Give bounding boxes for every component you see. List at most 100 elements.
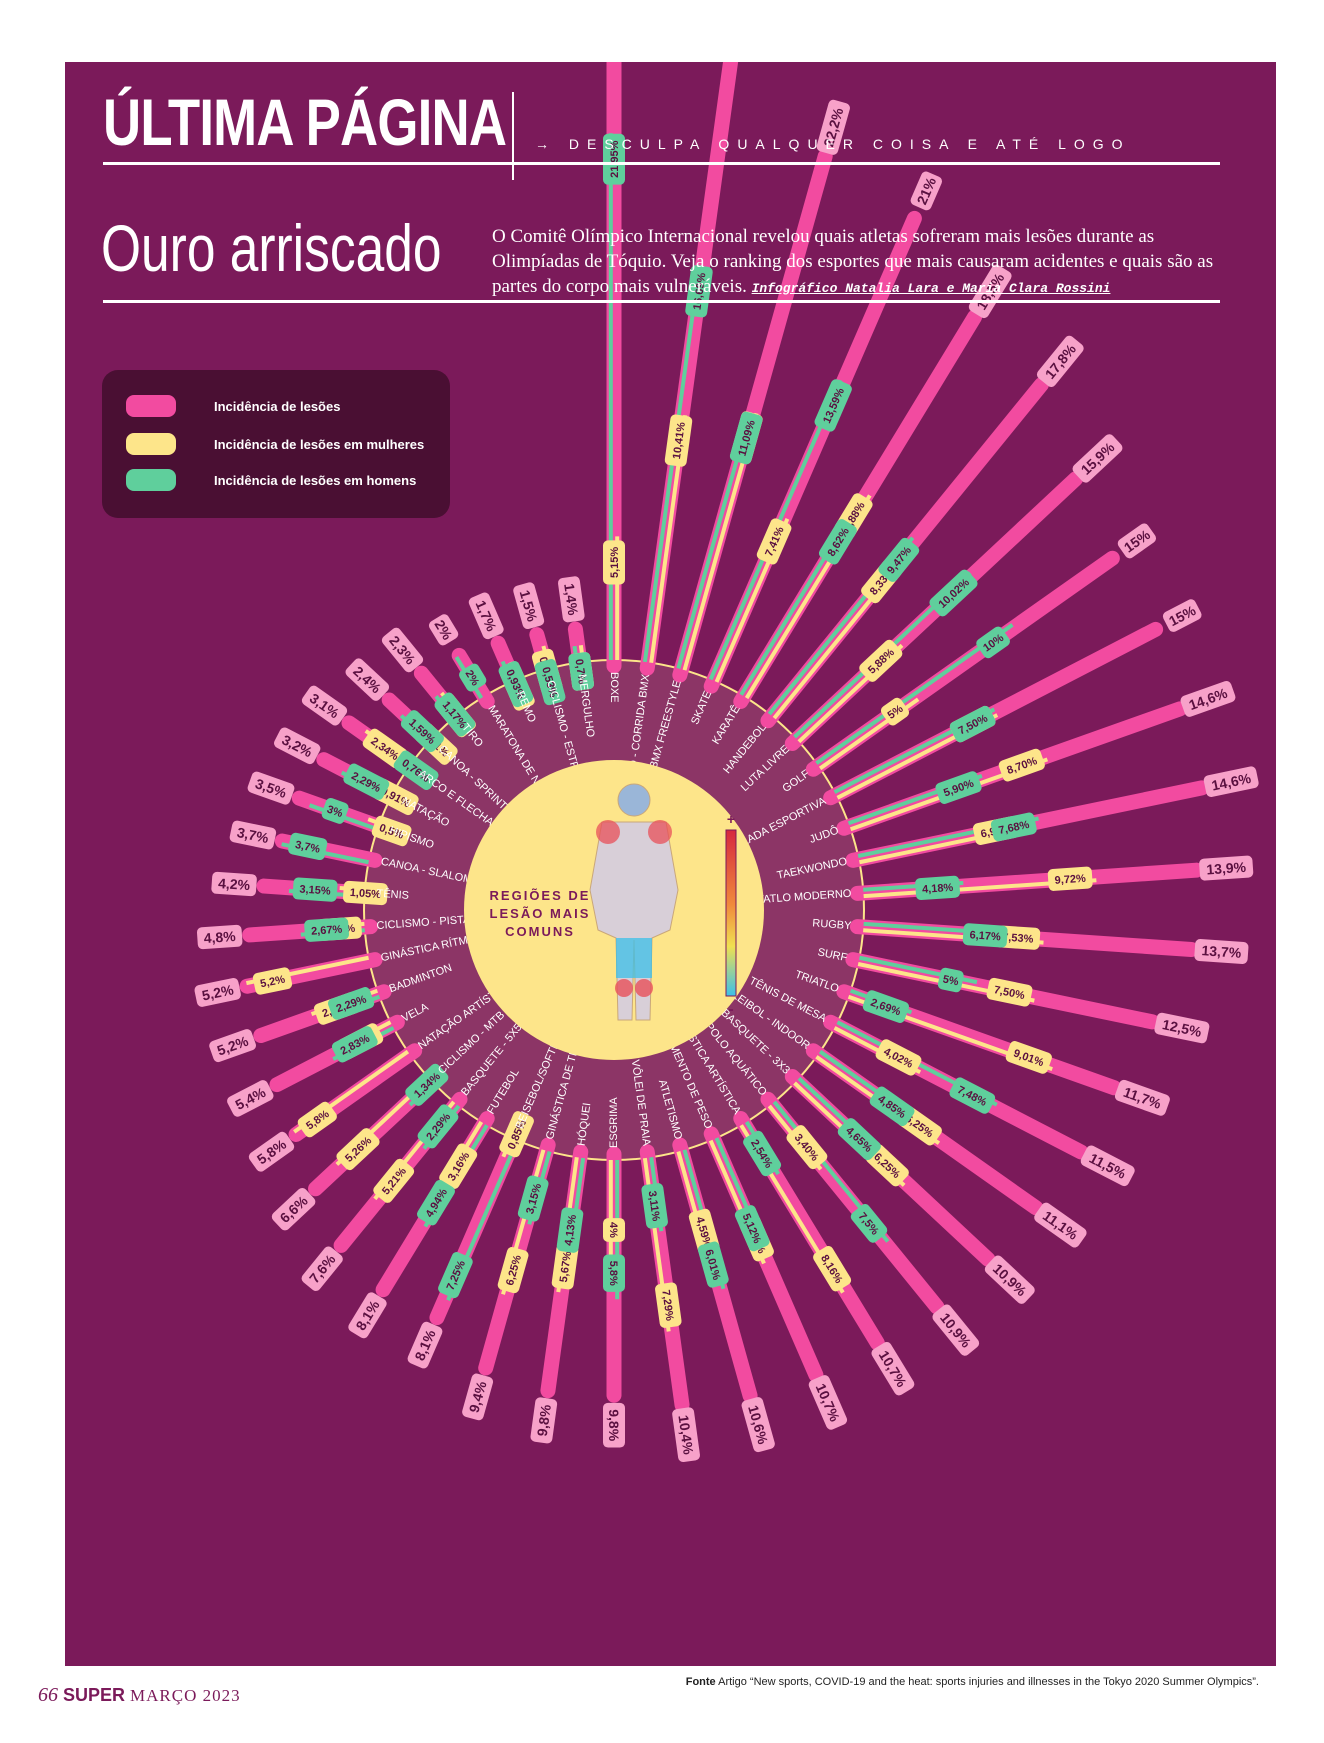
men-value-tag-bg: [603, 133, 625, 185]
total-value-tag: 15%: [1162, 599, 1202, 632]
total-value-tag: 3,1%: [301, 685, 348, 726]
men-value-tag-bg: [400, 710, 444, 753]
women-value-tag: 5,2%: [252, 967, 293, 995]
men-value-tag-bg: [343, 763, 390, 800]
men-value-tag: 13,59%: [814, 379, 852, 432]
men-value-tag-bg: [417, 1180, 455, 1226]
total-value-tag-bg: [1036, 335, 1084, 388]
men-value-label: 6,17%: [969, 929, 1001, 943]
thigh-heat: [616, 938, 652, 978]
women-value-tag: 6,25%: [497, 1247, 529, 1294]
men-value-tag: 3,7%: [288, 832, 328, 861]
men-value-tag: 6,01%: [697, 1241, 729, 1288]
total-value-tag-bg: [229, 820, 277, 850]
women-value-tag-bg: [813, 1246, 852, 1292]
total-value-tag-bg: [910, 171, 942, 211]
total-value-tag-bg: [1117, 523, 1156, 559]
scale-plus: +: [727, 811, 735, 827]
men-value-tag: 2,29%: [343, 763, 390, 800]
total-value-tag: 12,5%: [1154, 1012, 1210, 1044]
total-value-tag-bg: [741, 1397, 775, 1453]
women-value-tag: 7,41%: [756, 518, 792, 565]
men-value-label: 0,7%: [573, 658, 588, 685]
total-value-label: 1,4%: [561, 582, 581, 616]
sport-label: HÓQUEI: [575, 1102, 594, 1147]
total-value-tag-bg: [271, 1187, 316, 1231]
women-value-tag: 5%: [880, 697, 910, 726]
women-value-tag: 1,05%: [342, 880, 388, 906]
women-value-label: 5,67%: [558, 1250, 574, 1283]
center-label: COMUNS: [505, 924, 575, 939]
total-value-tag-bg: [248, 1131, 295, 1172]
men-value-label: 4,18%: [922, 882, 954, 896]
women-value-tag-bg: [1005, 1041, 1052, 1074]
total-value-tag-bg: [603, 1402, 625, 1448]
women-value-tag: 5,15%: [603, 540, 625, 585]
total-value-tag: 3,5%: [247, 771, 295, 805]
intro-rule: [103, 300, 1220, 303]
infographic-panel: 27,1%5,15%21,95%27,1%10,41%16,69%22,2%11…: [65, 62, 1276, 1666]
men-value-label: 3,11%: [646, 1190, 662, 1222]
total-value-label: 13,9%: [1206, 859, 1247, 878]
women-value-tag-bg: [336, 1128, 380, 1171]
total-value-label: 9,8%: [606, 1409, 622, 1441]
page-footer: 66 SUPER MARÇO 2023: [38, 1684, 241, 1707]
total-value-tag-bg: [1162, 599, 1202, 632]
total-value-tag-bg: [462, 1373, 494, 1421]
men-value-tag: 7,25%: [438, 1252, 473, 1299]
women-value-tag: 4%: [603, 1218, 625, 1242]
total-value-tag: 13,7%: [1194, 939, 1249, 964]
legend-swatch-total: [126, 395, 176, 417]
men-value-tag: 2,69%: [862, 990, 909, 1023]
total-value-tag: 1,7%: [468, 592, 504, 640]
women-value-tag-bg: [880, 697, 910, 726]
men-value-tag: 10%: [976, 626, 1010, 659]
total-value-tag: 8,1%: [407, 1321, 443, 1369]
men-value-label: 3,15%: [299, 884, 331, 898]
women-value-label: 9,72%: [1054, 873, 1086, 887]
total-value-tag: 4,8%: [196, 924, 243, 950]
total-value-tag: 4,2%: [211, 871, 257, 897]
men-value-tag-bg: [393, 750, 439, 791]
men-value-label: 21,95%: [609, 140, 621, 178]
total-value-tag: 5,8%: [248, 1131, 295, 1172]
men-value-tag-bg: [405, 1063, 449, 1106]
total-value-label: 9,8%: [534, 1403, 554, 1437]
men-value-tag-bg: [459, 663, 487, 692]
men-value-tag-bg: [869, 1086, 915, 1127]
total-value-label: 10,4%: [675, 1414, 696, 1456]
men-value-tag-bg: [321, 797, 349, 824]
men-value-tag: 2%: [459, 663, 487, 692]
sport-label: BOXE: [608, 672, 620, 703]
total-value-tag-bg: [381, 627, 424, 673]
legend-item-men: Incidência de lesões em homens: [126, 468, 416, 492]
men-value-tag: 3,15%: [292, 877, 338, 902]
headline: Ouro arriscado: [101, 211, 442, 285]
total-value-tag: 10,9%: [932, 1304, 980, 1356]
women-value-tag: 4,02%: [875, 1039, 922, 1076]
total-value-tag: 9,8%: [530, 1397, 558, 1444]
total-value-tag-bg: [247, 771, 295, 805]
men-value-tag: 7,48%: [949, 1077, 996, 1114]
total-value-tag: 2%: [428, 614, 459, 646]
bar-total: [639, 62, 739, 676]
total-value-label: 13,7%: [1201, 942, 1242, 961]
source-note: Fonte Artigo “New sports, COVID-19 and t…: [686, 1676, 1259, 1688]
total-value-tag: 14,6%: [1180, 680, 1236, 717]
total-value-tag-bg: [557, 576, 585, 623]
women-value-tag-bg: [439, 1143, 478, 1189]
men-value-tag-bg: [434, 692, 476, 737]
total-value-tag-bg: [1199, 855, 1254, 881]
men-value-tag: 3,11%: [641, 1183, 668, 1229]
shoulder-heat-right: [648, 820, 672, 844]
men-value-tag: 11,09%: [729, 411, 763, 465]
total-value-tag-bg: [407, 1321, 443, 1369]
women-value-tag-bg: [603, 1218, 625, 1242]
bar-total: [823, 621, 1164, 806]
total-value-tag-bg: [211, 871, 257, 897]
sport-label: ESGRIMA: [608, 1097, 620, 1148]
total-value-tag: 9,4%: [462, 1373, 494, 1421]
men-value-tag: 5,8%: [603, 1254, 625, 1292]
men-value-tag-bg: [915, 875, 961, 901]
total-value-tag: 9,8%: [603, 1402, 625, 1448]
